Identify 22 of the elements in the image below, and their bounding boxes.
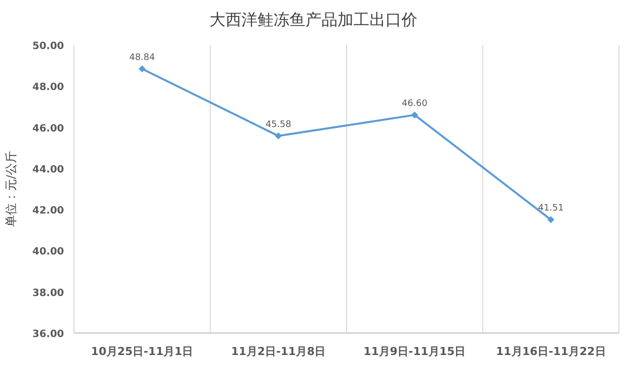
text: 45.58 <box>265 120 292 130</box>
y-tick-label: 42.00 <box>32 206 64 217</box>
chart-title: 大西洋鲑冻鱼产品加工出口价 <box>210 10 418 29</box>
y-tick-label: 40.00 <box>32 246 64 258</box>
point <box>274 132 282 140</box>
y-tick-label: 50.00 <box>32 41 64 52</box>
text: 46.60 <box>402 98 428 109</box>
x-tick-label: 11月9日-11月15日 <box>364 345 466 358</box>
point <box>547 216 554 224</box>
y-tick-label: 38.00 <box>32 288 64 299</box>
point <box>411 111 418 118</box>
y-tick-label: 48.00 <box>32 82 64 94</box>
y-tick-label: 46.00 <box>32 123 64 134</box>
y-tick-label: 44.00 <box>32 164 64 176</box>
x-tick-label: 10月25日-11月1日 <box>91 345 194 358</box>
text: 48.84 <box>129 52 156 63</box>
y-tick-label: 36.00 <box>32 329 64 340</box>
x-tick-label: 11月2日-11月8日 <box>231 345 326 358</box>
y-axis-title: 单位：元/公斤 <box>4 150 18 228</box>
point <box>138 65 146 72</box>
x-tick-label: 11月16日-11月22日 <box>496 345 606 358</box>
text: 41.51 <box>538 204 564 214</box>
